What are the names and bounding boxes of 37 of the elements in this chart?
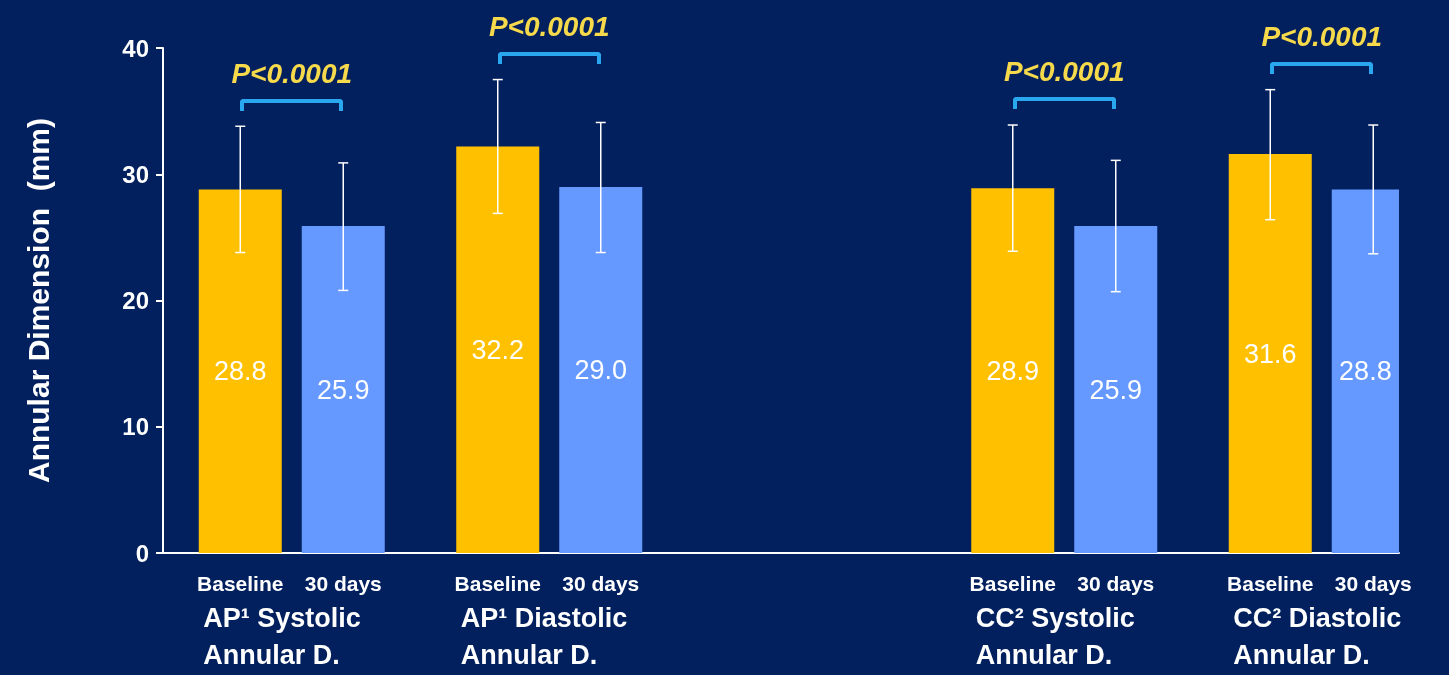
y-axis-title: Annular Dimension (mm) (21, 117, 55, 484)
bar (198, 189, 282, 553)
x-tick-label: 30 days (1077, 572, 1155, 595)
text: AP¹ Diastolic Annular D. (460, 602, 629, 672)
data-label: 31.6 (1243, 338, 1297, 369)
text: P<0.0001 (487, 9, 611, 44)
text: CC² Systolic Annular D. (975, 602, 1136, 672)
x-tick-label: 30 days (562, 572, 640, 595)
text: AP¹ Systolic Annular D. (203, 602, 362, 672)
annotation: P<0.0001 (230, 56, 354, 91)
data-label: 29.0 (574, 354, 628, 385)
data-label: 28.9 (986, 355, 1040, 386)
x-tick-label: 30 days (1334, 572, 1412, 595)
x-tick-label: Baseline (969, 572, 1056, 595)
data-label: 28.8 (1339, 356, 1392, 387)
bar (971, 188, 1055, 553)
bar (1228, 154, 1312, 553)
data-label: 25.9 (1089, 374, 1143, 405)
data-label: 28.8 (213, 356, 267, 387)
y-tick-label: 20 (122, 287, 149, 314)
bar (1074, 226, 1158, 553)
annotation: P<0.0001 (1260, 19, 1384, 54)
text: CC² Diastolic Annular D. (1233, 602, 1403, 672)
x-tick-label: Baseline (197, 572, 284, 595)
x-tick-label: Baseline (1227, 572, 1314, 595)
data-label: 32.2 (471, 334, 525, 365)
bar (456, 146, 540, 553)
data-label: 25.9 (316, 374, 370, 405)
x-tick-label: Baseline (454, 572, 541, 595)
y-tick-label: 10 (122, 413, 149, 441)
bar (301, 226, 385, 553)
annotation: P<0.0001 (1002, 55, 1126, 90)
bar (559, 186, 643, 553)
x-tick-label: 30 days (304, 572, 382, 595)
y-tick-label: 30 (122, 160, 149, 188)
y-tick-label: 0 (135, 539, 149, 567)
y-tick-label: 40 (122, 34, 149, 62)
